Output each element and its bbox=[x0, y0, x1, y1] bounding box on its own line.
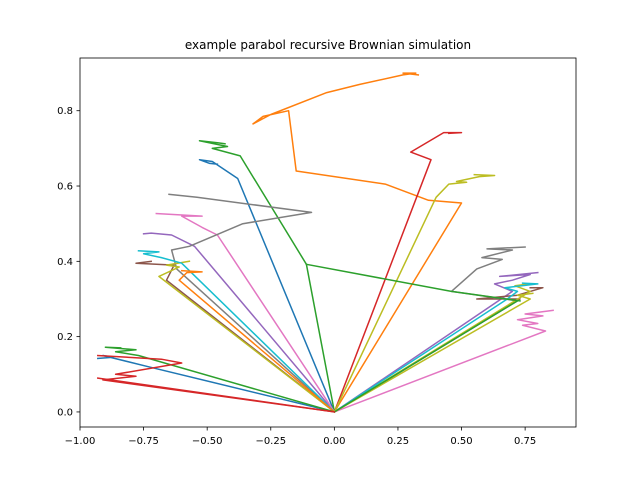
series-line-25 bbox=[96, 377, 336, 413]
x-tick-label: 0.00 bbox=[323, 436, 345, 447]
x-tick-label: 0.50 bbox=[450, 436, 472, 447]
y-tick-label: 0.8 bbox=[57, 106, 73, 117]
y-axis: 0.0 0.2 0.4 0.6 0.8 bbox=[57, 106, 80, 418]
series-line-10 bbox=[137, 250, 336, 413]
y-tick-label: 0.4 bbox=[57, 257, 73, 268]
x-tick-label: −1.00 bbox=[65, 436, 96, 447]
series-line-9 bbox=[158, 260, 336, 413]
axes-frame bbox=[79, 57, 577, 428]
y-tick-label: 0.6 bbox=[57, 182, 73, 193]
series-line-21 bbox=[333, 292, 534, 413]
x-tick-label: −0.75 bbox=[128, 436, 159, 447]
series-line-20 bbox=[333, 282, 539, 413]
series-line-14 bbox=[97, 354, 336, 413]
series-line-5 bbox=[142, 232, 336, 413]
series-line-22 bbox=[333, 173, 496, 413]
series-line-12 bbox=[178, 269, 336, 413]
chart-title: example parabol recursive Brownian simul… bbox=[185, 38, 471, 52]
plot-series bbox=[96, 72, 554, 413]
x-tick-label: 0.25 bbox=[387, 436, 409, 447]
y-tick-label: 0.0 bbox=[57, 407, 73, 418]
series-line-7 bbox=[155, 212, 336, 413]
x-tick-label: 0.75 bbox=[514, 436, 536, 447]
series-line-15 bbox=[333, 271, 539, 413]
x-tick-label: −0.50 bbox=[192, 436, 223, 447]
series-line-23 bbox=[305, 263, 521, 302]
series-line-2 bbox=[252, 72, 463, 413]
series-line-17 bbox=[333, 309, 554, 413]
series-line-24 bbox=[333, 299, 519, 413]
y-tick-label: 0.2 bbox=[57, 332, 73, 343]
series-line-6 bbox=[135, 260, 336, 413]
x-axis: −1.00 −0.75 −0.50 −0.25 0.00 0.25 0.50 0.75 bbox=[65, 427, 536, 447]
series-line-1 bbox=[198, 158, 336, 413]
x-tick-label: −0.25 bbox=[255, 436, 286, 447]
series-line-3 bbox=[198, 140, 336, 413]
series-line-4 bbox=[333, 131, 463, 413]
